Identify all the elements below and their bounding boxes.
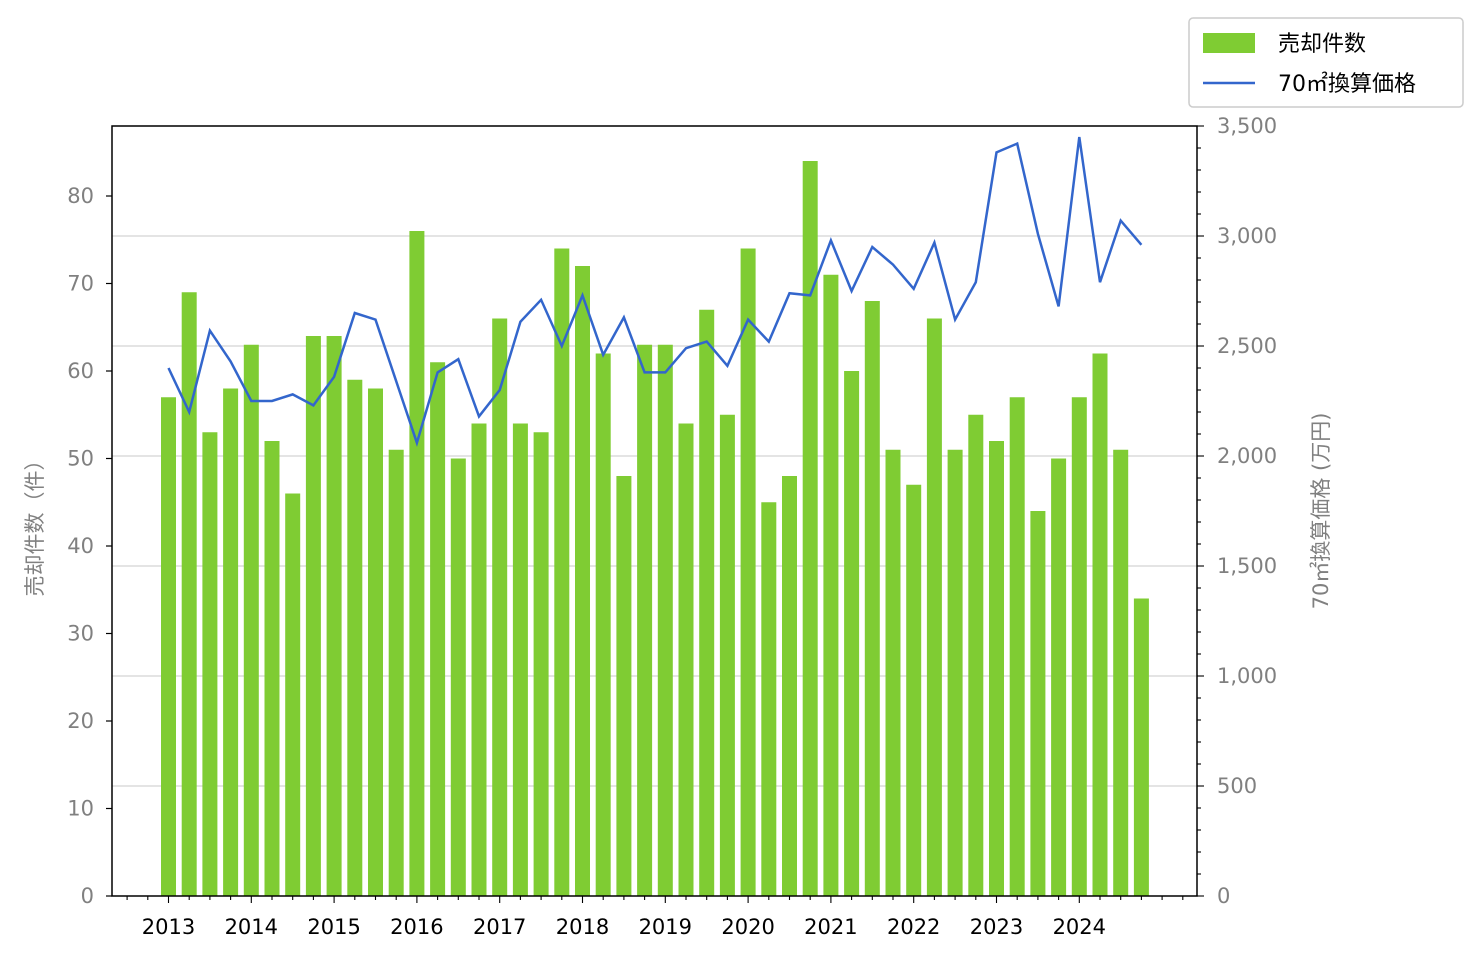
right-tick-label: 2,500: [1217, 334, 1277, 358]
right-tick-label: 1,000: [1217, 664, 1277, 688]
left-tick-label: 40: [67, 534, 94, 558]
x-tick-label: 2023: [970, 915, 1023, 939]
bar: [161, 397, 176, 896]
x-tick-label: 2015: [307, 915, 360, 939]
bar: [388, 449, 404, 896]
bar: [678, 423, 694, 896]
bar: [305, 336, 321, 896]
bar: [657, 344, 673, 896]
legend-bar-swatch: [1203, 33, 1255, 53]
left-axis-label: 売却件数（件）: [23, 450, 47, 597]
bar: [989, 441, 1004, 896]
bar: [450, 458, 466, 896]
bar: [968, 414, 984, 896]
bar: [926, 318, 942, 896]
right-axis: 0 500 1,000 1,500 2,000 2,500 3,000 3,500: [1197, 114, 1277, 908]
x-tick-label: 2018: [556, 915, 609, 939]
bar: [740, 248, 756, 896]
left-tick-label: 50: [67, 447, 94, 471]
x-tick-label: 2017: [473, 915, 526, 939]
left-axis: 0 10 20 30 40 50 60 70 80: [67, 184, 112, 908]
bar: [844, 371, 860, 896]
right-tick-label: 1,500: [1217, 554, 1277, 578]
bar: [1113, 449, 1129, 896]
x-tick-label: 2014: [225, 915, 278, 939]
bar: [1092, 353, 1108, 896]
bar: [637, 344, 653, 896]
left-tick-label: 60: [67, 359, 94, 383]
x-tick-label: 2013: [142, 915, 195, 939]
bar: [533, 432, 549, 896]
left-tick-label: 80: [67, 184, 94, 208]
bar: [243, 344, 259, 896]
x-tick-label: 2020: [721, 915, 774, 939]
bar: [761, 502, 777, 896]
bar: [595, 353, 611, 896]
x-tick-label: 2022: [887, 915, 940, 939]
bar: [430, 362, 446, 896]
bar: [906, 484, 922, 896]
bar: [1051, 458, 1067, 896]
right-tick-label: 500: [1217, 774, 1257, 798]
bar: [492, 318, 508, 896]
bar: [1071, 397, 1087, 896]
bar: [616, 476, 632, 896]
x-tick-label: 2024: [1053, 915, 1106, 939]
bar: [1030, 511, 1046, 896]
legend-box: [1188, 17, 1464, 108]
legend: 売却件数 70㎡換算価格: [1188, 17, 1464, 108]
bar: [223, 388, 239, 896]
bar: [181, 292, 197, 896]
price-line-series: [167, 136, 1143, 447]
bar: [864, 301, 880, 896]
right-axis-label: 70㎡換算価格 (万円): [1309, 413, 1333, 610]
bar: [409, 231, 425, 896]
bar: [347, 379, 363, 896]
bar: [1133, 598, 1149, 896]
bar: [947, 449, 963, 896]
x-tick-label: 2019: [639, 915, 692, 939]
bar: [471, 423, 487, 896]
legend-line-label: 70㎡換算価格: [1278, 71, 1416, 97]
bar: [1009, 397, 1025, 896]
bar: [699, 309, 715, 896]
bar: [782, 476, 797, 896]
bar: [368, 388, 383, 896]
bar: [575, 266, 590, 896]
right-tick-label: 3,500: [1217, 114, 1277, 138]
x-tick-label: 2016: [390, 915, 443, 939]
left-tick-label: 20: [67, 709, 94, 733]
x-axis: 2013 2014 2015 2016 2017 2018 2019 2020 2021 2022…: [126, 896, 1184, 939]
left-tick-label: 70: [67, 272, 94, 296]
bar: [802, 161, 818, 896]
bar: [885, 449, 901, 896]
legend-bar-label: 売却件数: [1278, 32, 1366, 57]
bar: [202, 432, 218, 896]
bar: [326, 336, 342, 896]
bar: [823, 274, 839, 896]
x-tick-label: 2021: [804, 915, 857, 939]
left-tick-label: 30: [67, 622, 94, 646]
bar: [264, 441, 280, 896]
right-tick-label: 2,000: [1217, 444, 1277, 468]
bar: [719, 414, 735, 896]
left-tick-label: 10: [67, 797, 94, 821]
plot-frame: [111, 125, 1198, 897]
bar-series: [161, 161, 1149, 896]
right-tick-label: 0: [1217, 884, 1230, 908]
bar: [285, 493, 301, 896]
right-tick-label: 3,000: [1217, 224, 1277, 248]
left-tick-label: 0: [81, 884, 94, 908]
bar: [512, 423, 528, 896]
bar: [554, 248, 570, 896]
